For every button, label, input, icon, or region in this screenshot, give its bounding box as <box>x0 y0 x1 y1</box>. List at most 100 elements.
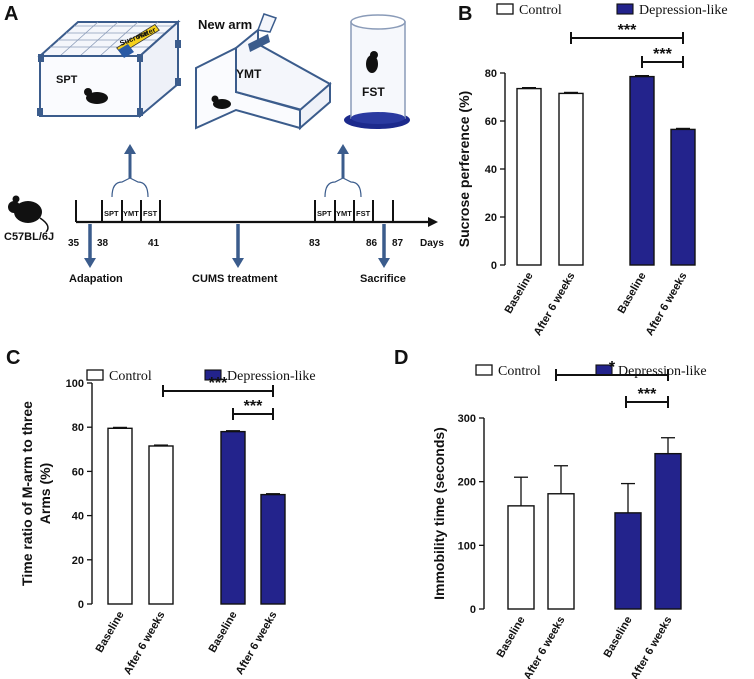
y-axis: 0 20 40 60 80 100 <box>66 378 93 611</box>
day-tick-35: 35 <box>68 238 80 249</box>
significance-bracket: *** <box>232 398 274 420</box>
y-axis: 0 100 200 300 <box>458 413 485 616</box>
spt-label: SPT <box>56 74 78 86</box>
ymt-label: YMT <box>236 67 262 81</box>
bar-control <box>547 493 575 610</box>
days-label: Days <box>420 238 444 249</box>
significance-label: *** <box>618 22 637 39</box>
y-tick-label: 80 <box>72 422 84 434</box>
legend-swatch-depression <box>616 3 634 15</box>
y-tick-label: 20 <box>72 555 84 567</box>
test-spt-2: SPT <box>317 209 332 218</box>
y-axis-title-line2: Arms (%) <box>37 463 53 524</box>
x-category-label: After 6 weeks <box>234 610 280 677</box>
test-fst-1: FST <box>143 209 158 218</box>
panel-b-chart: B Control Depression-like 0 20 40 60 80 Sucrose… <box>456 3 728 338</box>
timeline: SPT YMT FST SPT YMT FST 35 38 41 83 86 8… <box>68 200 444 285</box>
day-tick-83: 83 <box>309 238 321 249</box>
y-axis: 0 20 40 60 80 <box>485 68 506 272</box>
legend-label-depression: Depression-like <box>618 364 707 379</box>
x-category-label: Baseline <box>602 615 635 660</box>
x-category-label: After 6 weeks <box>532 271 578 338</box>
y-axis-title: Sucrose perference (%) <box>456 91 472 247</box>
legend: Control Depression-like <box>475 364 707 379</box>
bar-depression <box>629 75 655 266</box>
panel-c-chart: C Control Depression-like 0 20 40 60 80 100 Time… <box>6 347 316 677</box>
significance-label: *** <box>638 386 657 403</box>
y-axis-title-line1: Time ratio of M-arm to three <box>19 401 35 586</box>
legend: Control Depression-like <box>86 369 316 384</box>
bar-control <box>558 92 584 266</box>
day-tick-87: 87 <box>392 238 404 249</box>
legend-label-control: Control <box>498 364 541 379</box>
bar-control <box>148 445 174 605</box>
svg-text:D: D <box>394 347 408 369</box>
phase-cums: CUMS treatment <box>192 273 278 285</box>
legend-swatch-control <box>475 364 493 376</box>
mouse-icon <box>8 195 49 233</box>
test-spt-1: SPT <box>104 209 119 218</box>
x-category-label: Baseline <box>616 271 649 316</box>
x-category-label: After 6 weeks <box>522 615 568 679</box>
panel-a: A Sucrose water SPT <box>4 3 444 285</box>
legend-label-depression: Depression-like <box>639 3 728 18</box>
test-fst-2: FST <box>356 209 371 218</box>
significance-label: *** <box>244 398 263 415</box>
bar-depression <box>614 512 642 610</box>
phase-sacrifice: Sacrifice <box>360 273 406 285</box>
y-tick-label: 20 <box>485 212 497 224</box>
legend-swatch-control <box>496 3 514 15</box>
legend: Control Depression-like <box>496 3 728 18</box>
y-tick-label: 300 <box>458 413 476 425</box>
significance-label: * <box>609 359 616 376</box>
y-tick-label: 100 <box>458 540 476 552</box>
legend-label-control: Control <box>519 3 562 18</box>
panel-a-letter: A <box>4 3 18 25</box>
significance-bracket: *** <box>625 386 669 408</box>
fst-cylinder-illustration: FST <box>344 14 410 129</box>
y-tick-label: 40 <box>72 511 84 523</box>
svg-text:B: B <box>458 3 472 25</box>
legend-swatch-depression <box>204 369 222 381</box>
y-tick-label: 40 <box>485 164 497 176</box>
y-tick-label: 200 <box>458 477 476 489</box>
svg-text:C: C <box>6 347 20 369</box>
bar-depression <box>220 430 246 605</box>
phase-adaptation: Adapation <box>69 273 123 285</box>
panel-d-chart: D Control Depression-like 0 100 200 300 Immobi… <box>394 347 707 679</box>
legend-swatch-control <box>86 369 104 381</box>
arrow-up-first <box>111 144 149 198</box>
bar-control <box>107 427 133 605</box>
day-tick-86: 86 <box>366 238 378 249</box>
day-tick-41: 41 <box>148 238 160 249</box>
x-category-label: After 6 weeks <box>644 271 690 338</box>
test-ymt-2: YMT <box>336 209 352 218</box>
y-axis-title: Immobility time (seconds) <box>431 427 447 600</box>
significance-bracket: * <box>555 359 669 381</box>
bar-control <box>516 87 542 266</box>
bar-control <box>507 505 535 610</box>
bar-depression <box>260 493 286 605</box>
test-ymt-1: YMT <box>123 209 139 218</box>
y-tick-label: 100 <box>66 378 84 390</box>
x-category-label: Baseline <box>503 271 536 316</box>
x-category-label: After 6 weeks <box>629 615 675 679</box>
y-tick-label: 0 <box>78 599 84 611</box>
significance-label: *** <box>653 46 672 63</box>
significance-bracket: *** <box>162 375 274 397</box>
x-category-label: Baseline <box>94 610 127 655</box>
significance-bracket: *** <box>570 22 684 44</box>
x-category-label: After 6 weeks <box>122 610 168 677</box>
mouse-strain-label: C57BL/6J <box>4 231 54 243</box>
fst-label: FST <box>362 85 385 99</box>
x-category-label: Baseline <box>207 610 240 655</box>
significance-label: *** <box>209 375 228 392</box>
new-arm-label: New arm <box>198 17 252 32</box>
legend-label-control: Control <box>109 369 152 384</box>
significance-bracket: *** <box>641 46 684 68</box>
ymt-maze-illustration: YMT New arm <box>195 13 332 131</box>
